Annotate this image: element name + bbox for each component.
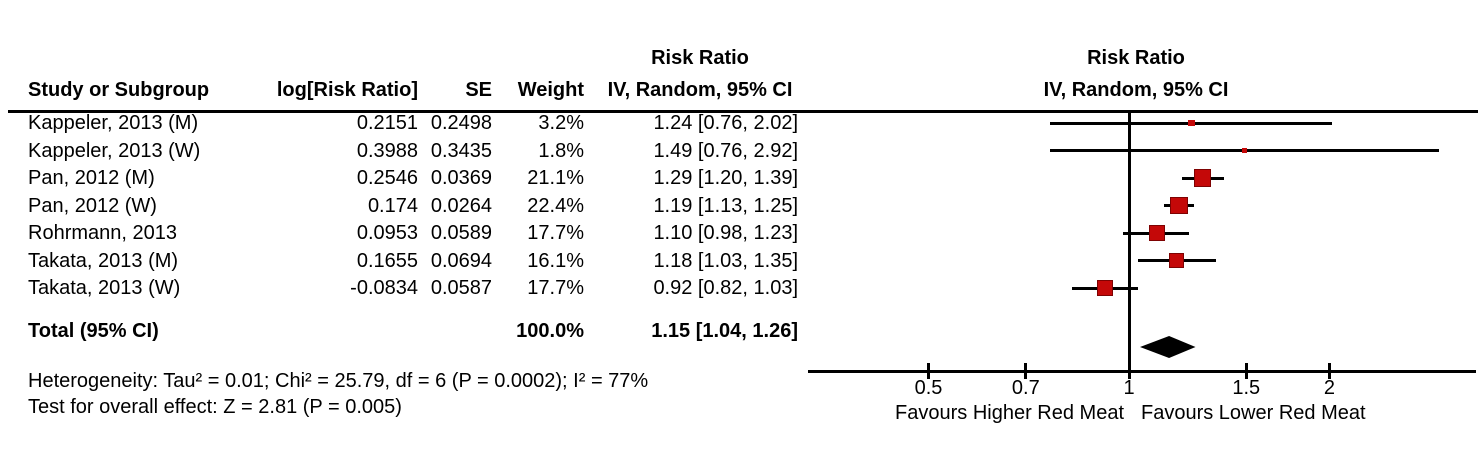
favours-left-label: Favours Higher Red Meat [895, 402, 1124, 424]
total-row-ci: 1.15 [1.04, 1.26] [651, 320, 798, 342]
cell-se: 0.0587 [430, 277, 492, 299]
cell-study: Rohrmann, 2013 [28, 222, 177, 244]
cell-log-rr: 0.174 [367, 194, 418, 217]
cell-log-rr: 0.0953 [356, 222, 418, 244]
cell-log-rr: 0.2546 [356, 167, 418, 189]
stats-column-header-risk-ratio: Risk Ratio [651, 47, 749, 69]
axis-tick-label: 2 [1323, 377, 1336, 399]
axis-tick-label: 1.5 [1232, 377, 1261, 399]
column-header-study: Study or Subgroup [28, 79, 210, 101]
cell-se: 0.0369 [430, 167, 492, 189]
axis-tick [1244, 363, 1248, 379]
cell-weight: 3.2% [538, 112, 584, 134]
total-row-label: Total (95% CI) [28, 320, 159, 342]
cell-ci: 1.49 [0.76, 2.92] [653, 139, 798, 162]
plot-header-risk-ratio: Risk Ratio [1087, 47, 1185, 69]
axis-tick-label: 0.5 [914, 377, 943, 399]
axis-tick [927, 363, 930, 379]
cell-weight: 21.1% [527, 167, 584, 189]
cell-weight: 17.7% [527, 222, 584, 244]
heterogeneity-text: Heterogeneity: Tau² = 0.01; Chi² = 25.79… [28, 370, 649, 392]
column-header-weight: Weight [517, 79, 584, 101]
x-axis [808, 369, 1476, 373]
cell-se: 0.0589 [430, 222, 492, 244]
cell-ci: 1.18 [1.03, 1.35] [653, 249, 798, 272]
cell-log-rr: 0.1655 [356, 249, 418, 272]
cell-ci: 1.10 [0.98, 1.23] [653, 222, 798, 244]
cell-weight: 22.4% [527, 194, 584, 217]
favours-right-label: Favours Lower Red Meat [1141, 402, 1366, 424]
column-header-ci: IV, Random, 95% CI [607, 79, 793, 101]
cell-study: Pan, 2012 (W) [28, 194, 157, 217]
cell-ci: 1.19 [1.13, 1.25] [653, 194, 798, 217]
cell-ci: 1.29 [1.20, 1.39] [653, 167, 798, 189]
effect-square [1169, 252, 1185, 269]
axis-tick-label: 0.7 [1011, 377, 1040, 399]
cell-ci: 1.24 [0.76, 2.02] [653, 112, 798, 134]
plot-header-ci: IV, Random, 95% CI [1043, 79, 1229, 101]
cell-se: 0.0694 [430, 249, 492, 272]
cell-study: Kappeler, 2013 (W) [28, 139, 201, 162]
effect-square [1148, 225, 1165, 241]
cell-study: Takata, 2013 (M) [28, 249, 179, 272]
cell-log-rr: 0.2151 [356, 112, 418, 134]
effect-square [1187, 119, 1195, 127]
cell-log-rr: 0.3988 [356, 139, 418, 162]
effect-square [1193, 169, 1212, 187]
total-row-weight: 100.0% [516, 320, 584, 342]
cell-weight: 16.1% [527, 249, 584, 272]
axis-tick-label: 1 [1123, 377, 1135, 399]
cell-study: Pan, 2012 (M) [28, 167, 155, 189]
cell-se: 0.3435 [430, 139, 492, 162]
axis-tick [1127, 363, 1131, 379]
cell-study: Takata, 2013 (W) [28, 277, 181, 299]
effect-square [1170, 196, 1189, 215]
effect-square [1241, 147, 1247, 154]
null-effect-line [1127, 113, 1131, 371]
cell-log-rr: -0.0834 [350, 277, 418, 299]
cell-se: 0.2498 [430, 112, 492, 134]
cell-weight: 1.8% [538, 139, 584, 162]
axis-tick [1024, 363, 1028, 379]
overall-effect-text: Test for overall effect: Z = 2.81 (P = 0… [28, 396, 402, 418]
cell-study: Kappeler, 2013 (M) [28, 112, 199, 134]
cell-se: 0.0264 [430, 194, 492, 217]
cell-ci: 0.92 [0.82, 1.03] [653, 277, 798, 299]
effect-square [1096, 280, 1113, 296]
column-header-log-risk-ratio: log[Risk Ratio] [276, 79, 418, 101]
cell-weight: 17.7% [527, 277, 584, 299]
axis-tick [1327, 363, 1331, 379]
column-header-se: SE [465, 79, 492, 101]
header-rule [8, 110, 1478, 113]
summary-diamond [1140, 336, 1196, 358]
